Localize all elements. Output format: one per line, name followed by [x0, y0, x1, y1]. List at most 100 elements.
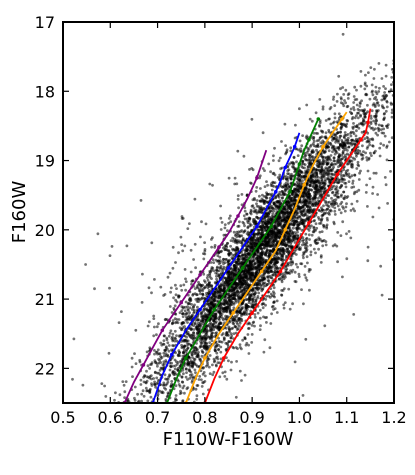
scatter-point — [122, 383, 126, 387]
scatter-point — [268, 346, 272, 350]
scatter-point — [229, 244, 233, 248]
scatter-point — [225, 242, 229, 245]
scatter-point — [283, 301, 287, 304]
scatter-point — [174, 283, 177, 287]
scatter-point — [217, 336, 221, 340]
scatter-point — [170, 380, 174, 383]
scatter-point — [209, 261, 213, 264]
scatter-point — [196, 353, 200, 357]
scatter-point — [192, 331, 196, 335]
scatter-point — [359, 84, 363, 88]
scatter-point — [366, 259, 370, 263]
scatter-point — [253, 295, 256, 299]
scatter-point — [363, 137, 367, 141]
scatter-point — [130, 365, 134, 369]
scatter-point — [295, 222, 298, 226]
scatter-point — [365, 156, 368, 159]
scatter-point — [315, 226, 319, 230]
scatter-point — [355, 199, 359, 203]
scatter-point — [156, 364, 159, 368]
scatter-point — [241, 248, 245, 252]
scatter-point — [384, 87, 387, 90]
scatter-point — [289, 228, 292, 232]
scatter-point — [287, 168, 291, 172]
scatter-point — [305, 103, 309, 107]
scatter-point — [332, 222, 336, 226]
scatter-point — [313, 156, 317, 160]
scatter-point — [174, 261, 177, 264]
scatter-point — [354, 134, 358, 138]
scatter-point — [389, 170, 392, 173]
scatter-point — [232, 274, 236, 278]
scatter-point — [302, 256, 305, 260]
scatter-point — [238, 321, 242, 325]
scatter-point — [168, 305, 172, 308]
scatter-point — [236, 347, 239, 350]
scatter-point — [362, 122, 366, 126]
scatter-point — [181, 368, 185, 372]
scatter-point — [270, 312, 273, 316]
scatter-point — [365, 140, 369, 144]
scatter-point — [182, 348, 186, 352]
scatter-point — [170, 311, 174, 314]
scatter-point — [289, 177, 293, 181]
scatter-point — [260, 228, 264, 231]
scatter-point — [220, 221, 224, 224]
scatter-point — [123, 396, 126, 399]
scatter-point — [184, 280, 188, 283]
scatter-point — [227, 327, 231, 331]
scatter-point — [158, 373, 162, 376]
scatter-point — [316, 132, 319, 135]
scatter-point — [314, 191, 318, 195]
scatter-point — [246, 282, 250, 285]
scatter-point — [148, 367, 152, 370]
scatter-point — [371, 192, 374, 195]
scatter-point — [114, 391, 117, 395]
scatter-point — [210, 333, 213, 336]
scatter-point — [382, 143, 385, 147]
scatter-point — [241, 338, 245, 342]
scatter-point — [369, 120, 373, 124]
scatter-point — [366, 103, 369, 107]
scatter-point — [272, 159, 275, 162]
scatter-point — [180, 288, 184, 292]
scatter-point — [350, 174, 354, 178]
scatter-point — [271, 180, 275, 184]
scatter-point — [175, 334, 178, 337]
scatter-point — [333, 209, 337, 213]
scatter-point — [336, 231, 340, 234]
scatter-point — [304, 219, 308, 223]
scatter-point — [293, 241, 297, 244]
scatter-point — [117, 321, 121, 324]
scatter-point — [272, 290, 275, 294]
scatter-point — [198, 357, 201, 361]
scatter-point — [297, 246, 301, 249]
scatter-point — [335, 100, 339, 103]
scatter-point — [304, 153, 308, 157]
scatter-point — [314, 111, 318, 115]
scatter-point — [185, 335, 189, 339]
scatter-point — [245, 247, 249, 251]
scatter-point — [231, 236, 235, 240]
scatter-point — [84, 263, 87, 266]
scatter-point — [264, 298, 268, 301]
scatter-point — [260, 211, 264, 215]
scatter-point — [214, 363, 218, 367]
scatter-point — [268, 196, 272, 200]
scatter-point — [382, 85, 385, 88]
scatter-point — [355, 154, 358, 158]
scatter-point — [183, 313, 187, 316]
scatter-point — [315, 148, 318, 152]
scatter-point — [380, 131, 384, 135]
scatter-point — [377, 90, 381, 93]
scatter-point — [275, 311, 279, 314]
scatter-point — [160, 367, 164, 370]
scatter-point — [375, 98, 379, 102]
scatter-point — [358, 171, 361, 175]
scatter-point — [290, 192, 294, 196]
scatter-point — [344, 153, 347, 157]
scatter-point — [324, 145, 328, 149]
scatter-point — [171, 338, 175, 341]
scatter-point — [309, 209, 313, 212]
